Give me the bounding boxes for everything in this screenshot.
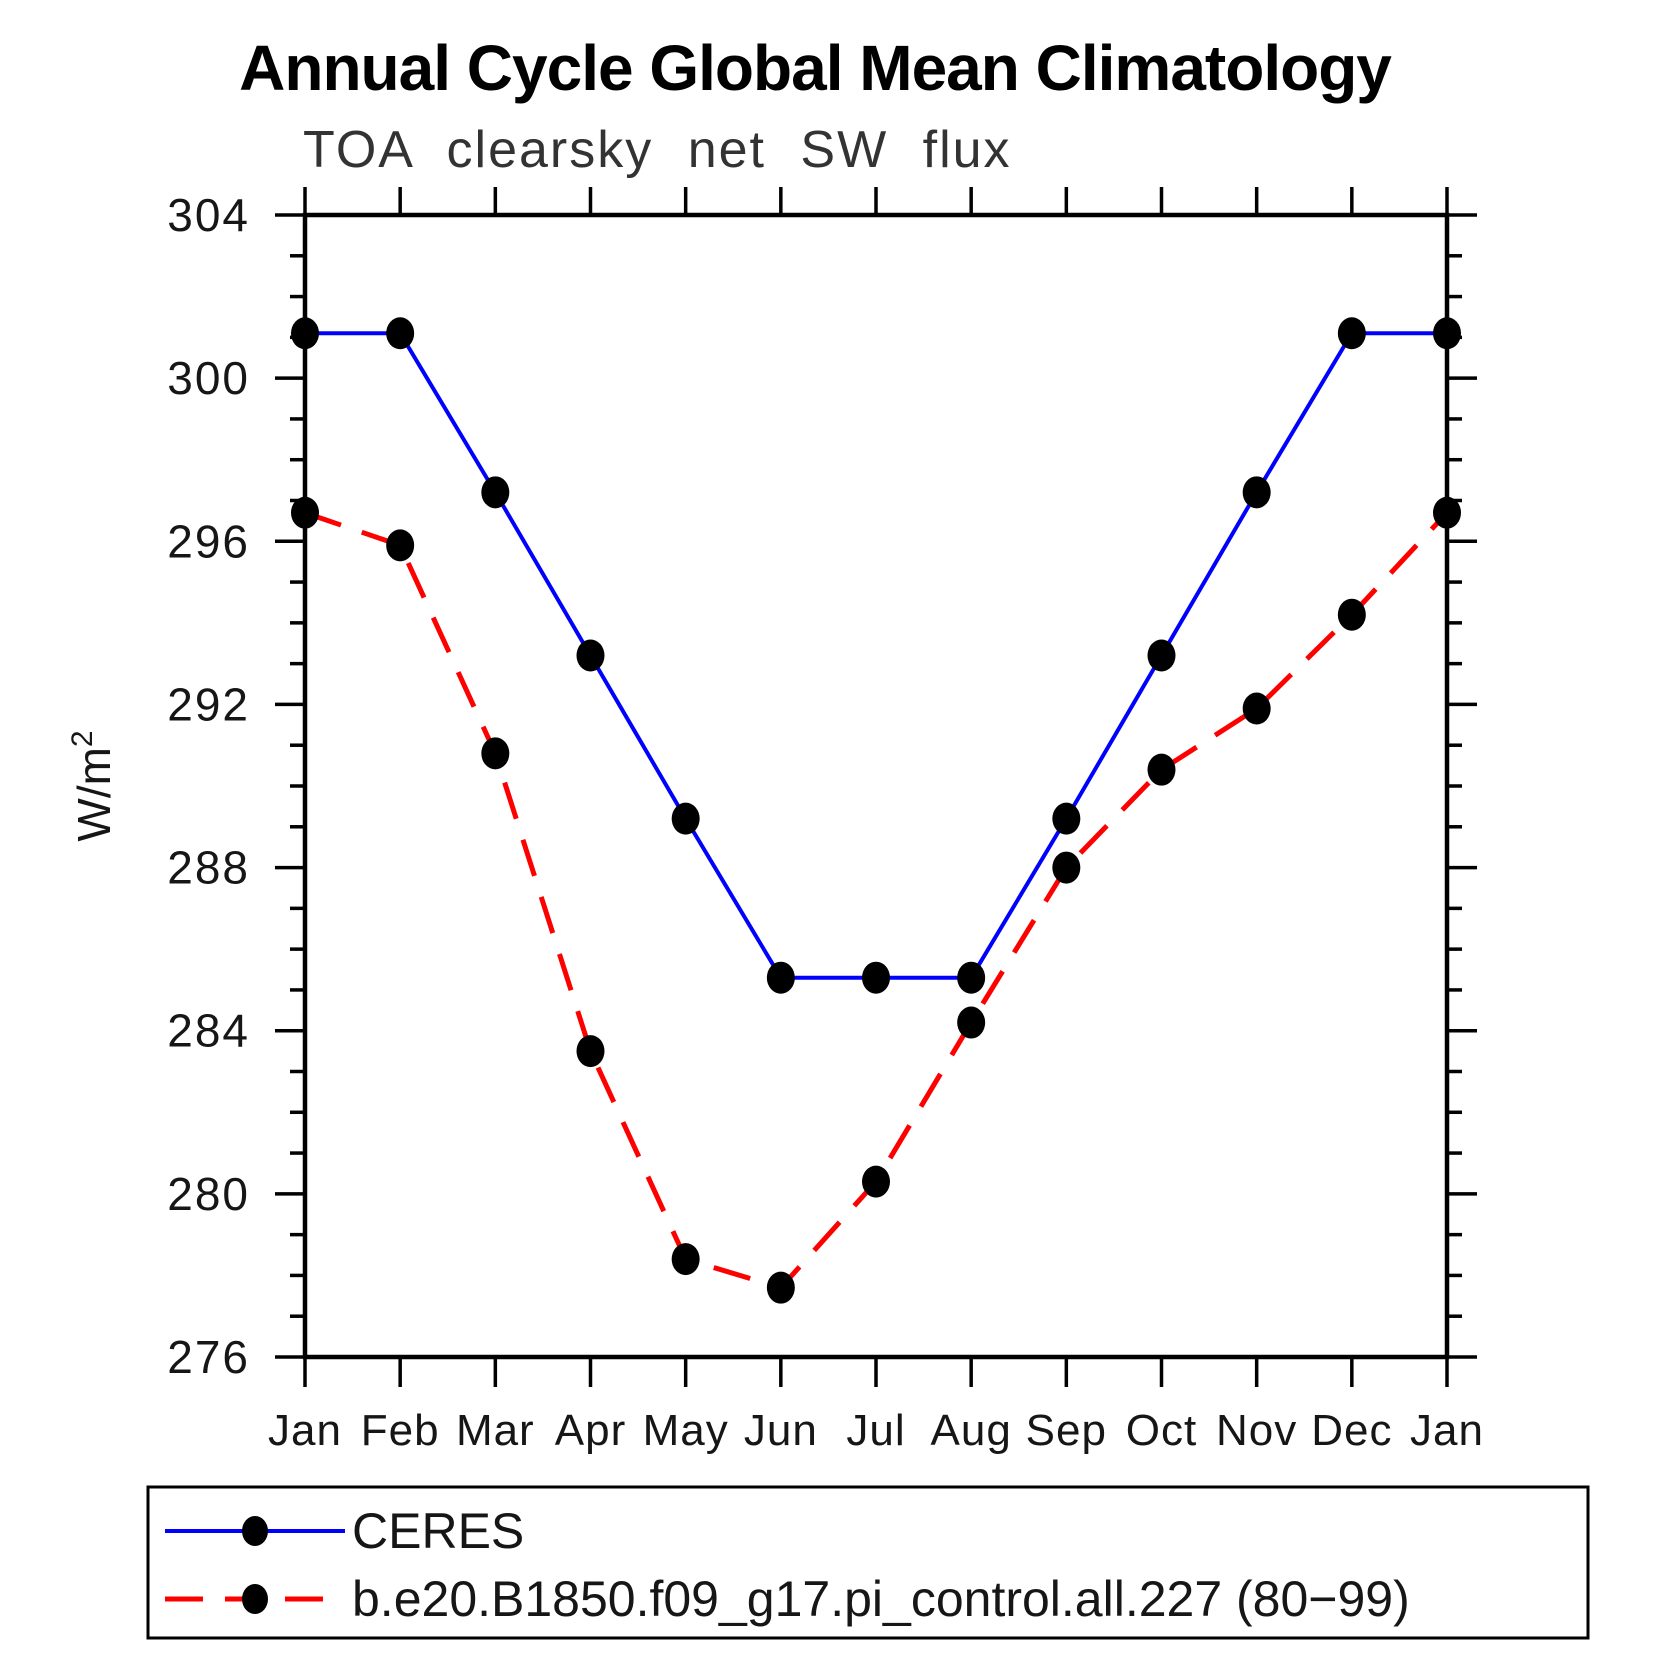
data-point-ceres [671,802,700,835]
data-point-ceres [1433,317,1461,350]
data-series [291,317,1461,1304]
x-month-label: Aug [931,1406,1012,1455]
y-tick-label: 284 [167,1005,250,1057]
x-month-label: Oct [1126,1406,1197,1455]
y-axis-ticks [275,213,1477,1359]
x-month-label: May [643,1406,729,1455]
data-point-ceres [1242,476,1271,509]
legend-label-model: b.e20.B1850.f09_g17.pi_control.all.227 (… [352,1571,1410,1627]
y-tick-label: 304 [167,189,250,241]
y-tick-label: 292 [167,678,250,730]
data-point-model [671,1243,700,1276]
y-axis-title-base: W/m [68,747,120,842]
data-point-ceres [386,317,415,350]
data-point-ceres [481,476,510,509]
chart-title: Annual Cycle Global Mean Climatology [239,32,1392,104]
x-month-label: Jan [268,1406,342,1455]
legend-marker [242,1516,268,1546]
data-point-ceres [291,317,319,350]
data-point-model [386,529,415,562]
y-axis-title: W/m2 [66,730,120,841]
data-point-ceres [1052,802,1081,835]
series-line-ceres [305,331,1447,980]
y-tick-label: 276 [167,1331,250,1383]
data-point-ceres [576,639,605,672]
data-point-ceres [957,961,986,994]
legend-box [146,1485,1590,1640]
data-point-model [1433,496,1461,529]
y-axis-tick-labels: 276 280 284 288 292 296 300 304 [167,189,250,1383]
data-point-model [481,737,510,770]
data-point-model [766,1271,795,1304]
y-tick-label: 280 [167,1168,250,1220]
y-axis-title-sup: 2 [66,730,99,747]
x-month-label: Sep [1026,1406,1107,1455]
data-point-model [1337,598,1366,631]
x-month-label: Dec [1311,1406,1392,1455]
data-point-ceres [1147,639,1176,672]
x-axis-month-labels: Jan Feb Mar Apr May Jun Jul Aug Sep Oct Nov Dec Jan [268,1406,1484,1455]
data-point-ceres [766,961,795,994]
x-month-label: Feb [361,1406,440,1455]
x-month-label: Nov [1216,1406,1297,1455]
data-point-model [576,1035,605,1068]
legend-label-ceres: CERES [352,1503,524,1559]
legend: CERES b.e20.B1850.f09_g17.pi_control.all.… [146,1485,1590,1640]
data-point-model [1147,753,1176,786]
legend-marker [242,1584,268,1614]
data-point-ceres [1337,317,1366,350]
x-month-label: Mar [456,1406,535,1455]
x-month-label: Jul [846,1406,905,1455]
x-month-label: Jun [744,1406,818,1455]
chart-subtitle: TOA clearsky net SW flux [303,121,1012,179]
data-point-model [1052,851,1081,884]
y-tick-label: 296 [167,515,250,567]
data-point-model [291,496,319,529]
x-month-label: Jan [1410,1406,1484,1455]
data-point-ceres [862,961,890,994]
y-tick-label: 288 [167,842,250,894]
data-point-model [862,1165,890,1198]
x-month-label: Apr [555,1406,626,1455]
data-point-model [957,1006,986,1039]
data-point-model [1242,692,1271,725]
x-axis-ticks [303,187,1449,1387]
y-tick-label: 300 [167,352,250,404]
